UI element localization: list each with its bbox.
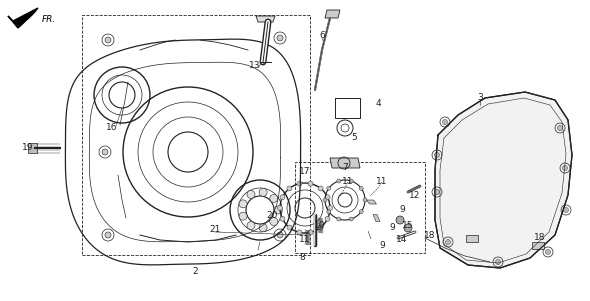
Bar xyxy=(295,162,425,253)
Text: 21: 21 xyxy=(209,225,221,234)
Circle shape xyxy=(287,186,292,191)
Circle shape xyxy=(297,181,302,186)
Text: 9: 9 xyxy=(379,240,385,250)
Circle shape xyxy=(239,212,247,220)
Circle shape xyxy=(102,149,108,155)
Circle shape xyxy=(280,216,285,221)
Text: 16: 16 xyxy=(106,123,118,132)
Polygon shape xyxy=(325,10,340,18)
Circle shape xyxy=(239,200,247,208)
Circle shape xyxy=(105,37,111,43)
Circle shape xyxy=(327,206,333,210)
Polygon shape xyxy=(368,231,371,239)
Text: 9: 9 xyxy=(389,224,395,232)
Text: 13: 13 xyxy=(249,61,261,70)
Circle shape xyxy=(445,240,451,244)
Text: 19: 19 xyxy=(22,144,34,153)
Circle shape xyxy=(337,217,341,221)
Circle shape xyxy=(277,232,283,238)
Polygon shape xyxy=(28,143,37,153)
Circle shape xyxy=(325,195,330,200)
Circle shape xyxy=(270,218,278,225)
Circle shape xyxy=(396,216,404,224)
Polygon shape xyxy=(366,200,376,204)
Circle shape xyxy=(359,186,363,190)
Circle shape xyxy=(277,206,283,210)
Polygon shape xyxy=(330,158,360,168)
Circle shape xyxy=(270,194,278,203)
Polygon shape xyxy=(8,8,38,28)
Text: 7: 7 xyxy=(342,163,348,172)
Circle shape xyxy=(327,186,331,190)
Text: 12: 12 xyxy=(409,191,421,200)
Circle shape xyxy=(105,232,111,238)
Text: 10: 10 xyxy=(314,221,326,229)
Circle shape xyxy=(247,222,255,230)
Circle shape xyxy=(247,191,255,198)
Text: 8: 8 xyxy=(299,253,305,262)
Circle shape xyxy=(280,195,285,200)
Circle shape xyxy=(434,190,440,194)
Circle shape xyxy=(325,216,330,221)
Polygon shape xyxy=(256,16,275,22)
Circle shape xyxy=(259,188,267,196)
Text: 14: 14 xyxy=(396,235,408,244)
Bar xyxy=(82,15,310,255)
Circle shape xyxy=(546,250,550,255)
Text: 4: 4 xyxy=(375,98,381,107)
Circle shape xyxy=(308,230,313,235)
Circle shape xyxy=(442,119,447,125)
Circle shape xyxy=(558,126,562,131)
Circle shape xyxy=(323,198,327,202)
Text: FR.: FR. xyxy=(42,15,56,24)
Polygon shape xyxy=(532,242,544,249)
Circle shape xyxy=(404,224,412,232)
Text: 17: 17 xyxy=(299,167,311,176)
Circle shape xyxy=(297,230,302,235)
Circle shape xyxy=(318,225,323,230)
Text: 18: 18 xyxy=(424,231,436,240)
Circle shape xyxy=(327,210,331,214)
Circle shape xyxy=(434,153,440,157)
Circle shape xyxy=(274,206,282,214)
Circle shape xyxy=(496,259,500,265)
Circle shape xyxy=(308,181,313,186)
Circle shape xyxy=(318,186,323,191)
Polygon shape xyxy=(435,92,572,268)
Polygon shape xyxy=(466,235,478,242)
Text: 6: 6 xyxy=(319,30,325,39)
Text: 11: 11 xyxy=(299,235,311,244)
Circle shape xyxy=(259,224,267,232)
Circle shape xyxy=(349,217,353,221)
Text: 9: 9 xyxy=(399,206,405,215)
Text: 11: 11 xyxy=(342,178,354,187)
Text: 15: 15 xyxy=(402,221,414,229)
Circle shape xyxy=(359,210,363,214)
Text: 18: 18 xyxy=(535,234,546,243)
Text: 2: 2 xyxy=(192,268,198,277)
Circle shape xyxy=(277,35,283,41)
Polygon shape xyxy=(373,215,380,222)
Text: 5: 5 xyxy=(351,134,357,142)
Circle shape xyxy=(337,179,341,183)
Circle shape xyxy=(363,198,367,202)
Circle shape xyxy=(287,225,292,230)
Circle shape xyxy=(563,207,569,213)
Circle shape xyxy=(349,179,353,183)
Circle shape xyxy=(562,166,568,170)
Text: 3: 3 xyxy=(477,94,483,103)
Text: 11: 11 xyxy=(376,178,388,187)
Text: 20: 20 xyxy=(266,210,278,219)
